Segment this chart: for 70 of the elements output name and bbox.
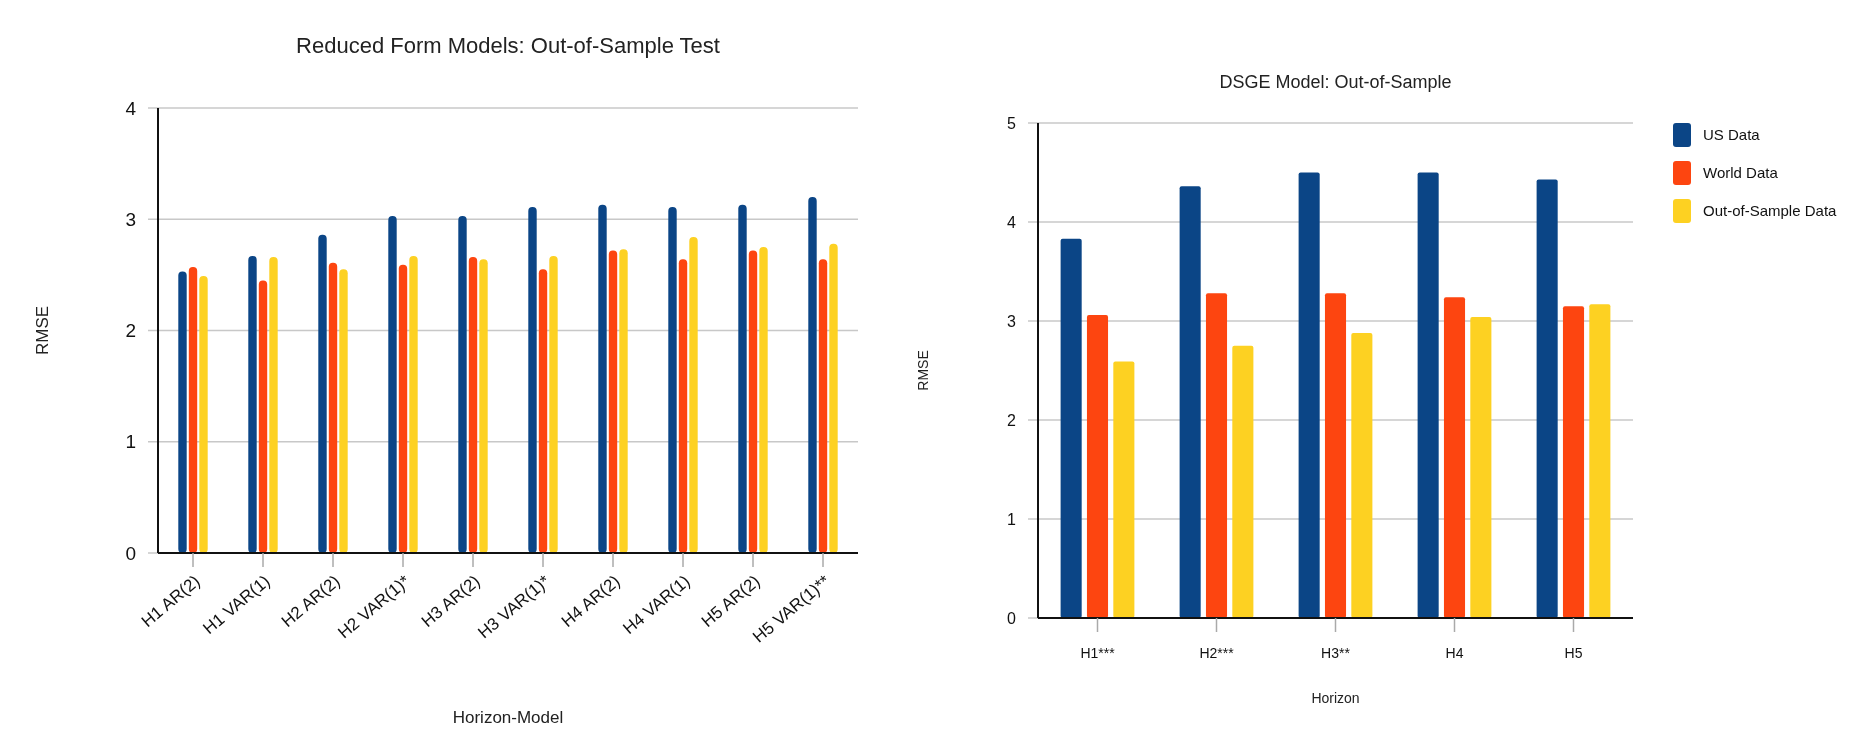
bar [458,215,467,553]
chart-title: Reduced Form Models: Out-of-Sample Test [296,33,720,58]
bar [318,234,327,553]
y-tick-label: 2 [125,320,136,342]
bar [538,269,548,553]
bar [1351,332,1373,618]
chart-title: DSGE Model: Out-of-Sample [1219,72,1452,92]
bar [678,259,688,553]
bar [1232,345,1254,618]
y-tick-label: 0 [125,542,136,564]
y-axis-title: RMSE [33,305,52,356]
bar [818,259,828,553]
bar [738,204,747,553]
bar [468,257,478,553]
bar [748,250,758,553]
bar [339,269,348,553]
bar [1589,304,1611,618]
bar [1443,297,1466,618]
bar [1060,238,1082,618]
y-tick-label: 2 [1007,411,1017,429]
y-tick-label: 1 [1007,510,1017,528]
y-tick-label: 3 [1007,312,1017,330]
x-tick-label: H3** [1321,645,1351,661]
bar [1298,172,1320,618]
legend-label: World Data [1703,164,1779,182]
legend-label: Out-of-Sample Data [1703,202,1838,220]
bar [178,271,187,553]
y-tick-label: 4 [1007,213,1017,231]
bar [269,257,278,553]
bar [1470,317,1492,618]
bar [1086,315,1109,618]
bar [188,267,198,553]
y-tick-label: 4 [125,97,137,119]
bar [619,249,628,553]
bar [668,207,677,553]
x-axis-title: Horizon-Model [452,708,564,727]
bar [479,259,488,553]
x-tick-label: H4 [1445,645,1464,661]
y-tick-label: 1 [125,431,136,453]
bar [528,207,537,553]
bar [258,280,268,553]
bar [759,247,768,553]
bar [598,204,607,553]
legend-label: US Data [1703,126,1761,144]
x-tick-label: H2*** [1199,645,1235,661]
x-tick-label: H5 [1564,645,1583,661]
y-tick-label: 0 [1007,609,1017,627]
bar [549,255,558,553]
bar [398,264,408,553]
bar [1113,361,1135,618]
bar [829,243,838,553]
bar [328,262,338,553]
bar [409,255,418,553]
bar [388,215,397,553]
x-tick-label: H1*** [1080,645,1116,661]
bar [1205,293,1228,618]
bar [608,250,618,553]
bar [808,197,817,553]
y-axis-title: RMSE [915,350,931,391]
bar [1562,306,1585,618]
bar [1536,179,1558,618]
x-axis-title: Horizon [1311,690,1360,706]
y-tick-label: 3 [125,208,136,230]
bar [248,255,257,553]
bar [1324,293,1347,618]
bar [689,237,698,553]
bar [1417,172,1439,618]
y-tick-label: 5 [1007,114,1017,132]
bar [1179,186,1201,618]
bar [199,275,208,553]
